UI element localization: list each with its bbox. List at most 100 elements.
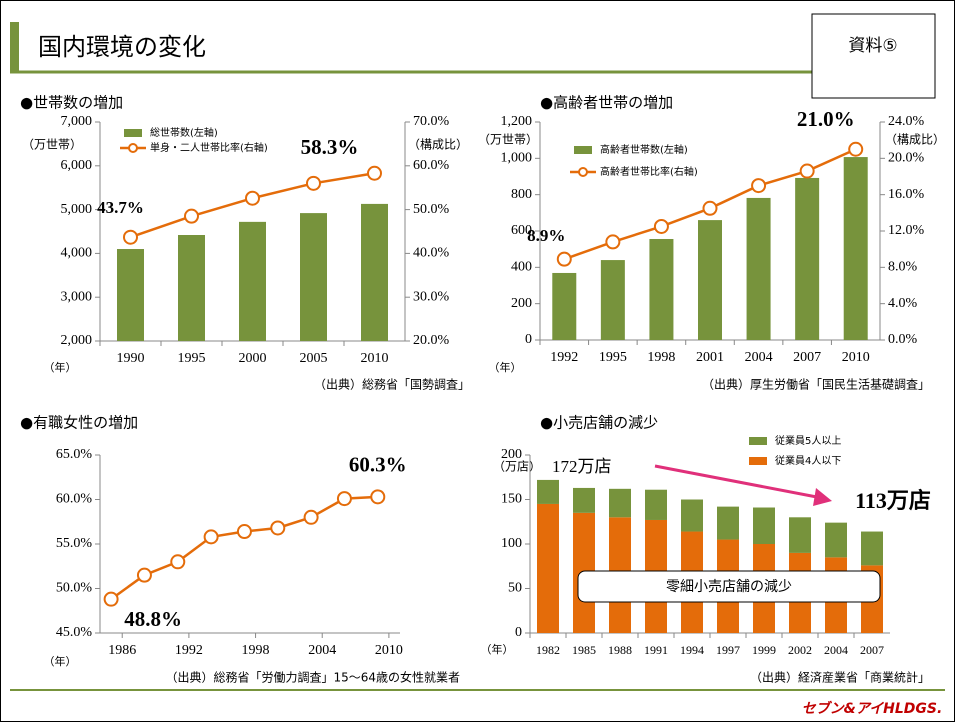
y2-tick-label: 24.0% <box>888 114 925 129</box>
x-tick-label: 1997 <box>716 643 740 657</box>
bar-segment <box>537 503 559 633</box>
marker <box>170 554 186 570</box>
badge-box <box>811 13 936 99</box>
legend-label: 従業員5人以上 <box>775 434 841 447</box>
logo: セブン&アイHLDGS. <box>802 700 943 717</box>
x-tick-label: 2005 <box>300 351 328 366</box>
title-accent <box>10 22 19 72</box>
y2-tick-label: 0.0% <box>888 332 918 347</box>
marker <box>245 190 260 206</box>
badge: 資料⑤ <box>848 36 897 56</box>
x-tick-label: 1998 <box>242 643 270 658</box>
data-label: 21.0% <box>797 107 855 131</box>
y-tick-label: 200 <box>511 296 532 311</box>
bar <box>300 213 327 341</box>
data-label: 58.3% <box>301 135 359 159</box>
x-tick-label: 1985 <box>572 643 596 657</box>
x-tick-label: 1990 <box>117 351 145 366</box>
marker <box>367 165 382 181</box>
x-axis-label: （年） <box>44 360 77 374</box>
y2-tick-label: 40.0% <box>413 246 450 261</box>
y-tick-label: 45.0% <box>56 625 93 640</box>
source: （出典）経済産業省「商業統計」 <box>750 670 930 685</box>
slide-title: 国内環境の変化 <box>38 33 206 61</box>
bar <box>795 177 820 340</box>
callout-box <box>577 570 881 603</box>
source: （出典）総務省「労働力調査」15～64歳の女性就業者 <box>165 670 460 685</box>
x-tick-label: 2007 <box>793 350 821 365</box>
marker <box>336 491 352 507</box>
y2-tick-label: 4.0% <box>888 296 918 311</box>
marker <box>556 251 572 267</box>
y-axis-label: （万世帯） <box>478 133 538 147</box>
y-tick-label: 200 <box>501 447 522 462</box>
y2-tick-label: 20.0% <box>888 151 925 166</box>
x-tick-label: 2010 <box>842 350 870 365</box>
y2-tick-label: 50.0% <box>413 202 450 217</box>
y2-tick-label: 12.0% <box>888 223 925 238</box>
bar-segment <box>789 517 811 553</box>
marker <box>136 567 152 583</box>
trend-arrow <box>654 464 823 500</box>
x-axis-label: （年） <box>44 654 77 668</box>
y-tick-label: 50 <box>508 581 522 596</box>
y-tick-label: 600 <box>511 223 532 238</box>
x-tick-label: 2004 <box>308 643 336 658</box>
marker <box>103 591 119 607</box>
bar <box>239 221 266 341</box>
y-tick-label: 0 <box>515 625 522 640</box>
x-tick-label: 1999 <box>752 643 776 657</box>
annotation: 113万店 <box>855 488 931 513</box>
legend-swatch <box>574 146 592 154</box>
bar-segment <box>825 522 847 558</box>
marker <box>653 218 669 234</box>
marker <box>306 175 321 191</box>
bar-segment <box>573 487 595 513</box>
marker <box>236 524 252 540</box>
y-tick-label: 800 <box>511 187 532 202</box>
x-axis-label: （年） <box>481 642 514 656</box>
bar-segment <box>645 489 667 520</box>
marker <box>184 208 199 224</box>
data-label: 43.7% <box>97 198 144 217</box>
y-tick-label: 60.0% <box>56 492 93 507</box>
marker <box>303 509 319 525</box>
y-tick-label: 2,000 <box>61 333 93 348</box>
x-tick-label: 2010 <box>361 351 389 366</box>
chart-title: ●世帯数の増加 <box>20 94 123 112</box>
y2-tick-label: 30.0% <box>413 289 450 304</box>
bar <box>649 238 674 340</box>
x-tick-label: 2002 <box>788 643 812 657</box>
bar <box>361 203 388 341</box>
y-axis-label: （万世帯） <box>22 138 82 152</box>
x-tick-label: 1988 <box>608 643 632 657</box>
bar <box>552 272 577 340</box>
y2-tick-label: 70.0% <box>413 114 450 129</box>
marker <box>702 200 718 216</box>
x-tick-label: 1992 <box>175 643 203 658</box>
x-tick-label: 1994 <box>680 643 704 657</box>
bar-segment <box>753 507 775 544</box>
bar <box>600 260 625 340</box>
y-tick-label: 150 <box>501 492 522 507</box>
source: （出典）厚生労働省「国民生活基礎調査」 <box>702 378 930 392</box>
chart-title: ●有職女性の増加 <box>20 414 138 432</box>
x-axis-label: （年） <box>489 360 522 374</box>
x-tick-label: 1991 <box>644 643 668 657</box>
legend-label: 単身・二人世帯比率(右軸) <box>150 141 268 154</box>
data-label: 48.8% <box>124 607 182 631</box>
data-label: 8.9% <box>527 226 565 245</box>
bar-segment <box>861 531 883 566</box>
legend-marker <box>578 167 588 177</box>
legend-swatch <box>749 457 767 465</box>
y-tick-label: 6,000 <box>61 158 93 173</box>
legend-swatch <box>124 129 142 137</box>
y2-tick-label: 16.0% <box>888 187 925 202</box>
x-tick-label: 2004 <box>824 643 848 657</box>
x-tick-label: 1995 <box>178 351 206 366</box>
data-label: 60.3% <box>349 453 407 477</box>
legend-label: 総世帯数(左軸) <box>150 126 218 139</box>
marker <box>799 163 815 179</box>
marker <box>203 529 219 545</box>
x-tick-label: 1995 <box>599 350 627 365</box>
